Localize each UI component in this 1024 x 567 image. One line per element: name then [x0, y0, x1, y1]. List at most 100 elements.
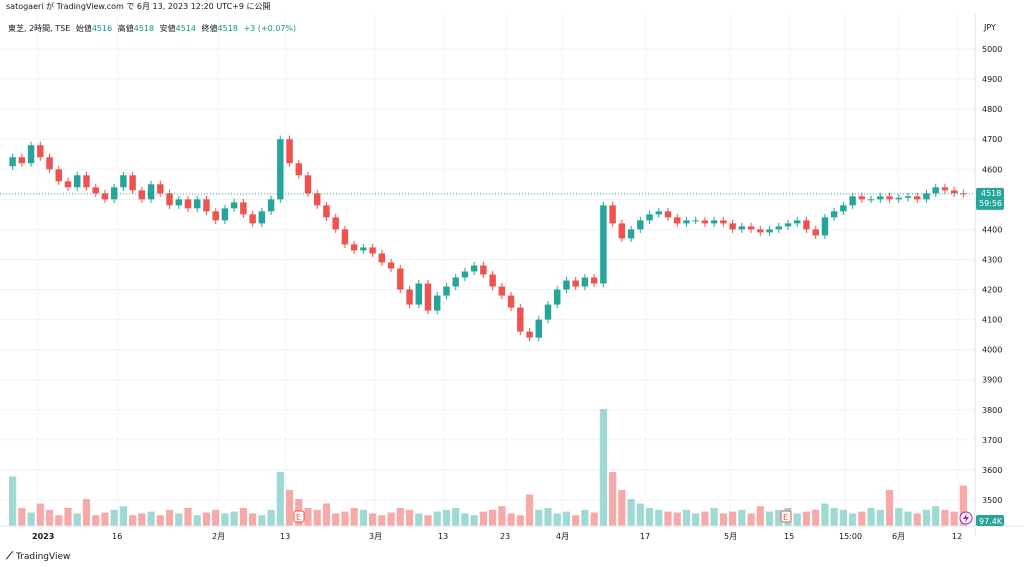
volume-bar [922, 509, 931, 526]
candle-body [83, 175, 90, 188]
volume-bar [193, 515, 201, 526]
candle-body [581, 277, 589, 287]
candle-body [147, 184, 155, 200]
candle-body [729, 223, 736, 230]
lightning-icon[interactable] [959, 511, 973, 525]
candle-body [572, 280, 579, 287]
volume-bar [396, 508, 404, 526]
volume-bar [184, 508, 192, 526]
high-label: 高値 [117, 24, 134, 33]
time-tick-label: 15 [784, 532, 794, 541]
time-tick-label: 17 [640, 532, 650, 541]
candle-body [64, 181, 72, 188]
candle-body [175, 199, 182, 206]
candle-body [544, 304, 552, 320]
time-tick-label: 12 [952, 532, 962, 541]
volume-bar [461, 513, 469, 526]
candle-body [867, 199, 875, 201]
volume-bar [36, 503, 44, 526]
candle-body [92, 187, 99, 194]
price-tick-label: 3800 [982, 406, 1002, 415]
volume-bar [830, 508, 838, 526]
volume-bar [544, 508, 552, 526]
volume-bar [839, 509, 847, 526]
volume-bar [359, 509, 367, 526]
volume-bar [415, 513, 423, 526]
time-tick-label: 5月 [724, 532, 737, 541]
earnings-label: E [296, 513, 301, 522]
volume-bar [627, 499, 635, 526]
volume-bar [701, 511, 709, 526]
change-value: +3 (+0.07%) [243, 24, 297, 33]
volume-bar [101, 512, 109, 526]
volume-bar [147, 511, 155, 526]
candle-body [18, 157, 26, 164]
earnings-marker[interactable]: E [293, 510, 305, 523]
volume-bar [405, 509, 414, 526]
volume-bar [802, 511, 811, 526]
candle-body [387, 262, 395, 269]
candle-body [304, 175, 312, 194]
volume-bar [655, 509, 663, 526]
time-tick-label: 3月 [369, 532, 382, 541]
volume-bar [73, 513, 81, 526]
candle-body [590, 277, 598, 284]
volume-bar [664, 511, 672, 526]
volume-bar [895, 508, 903, 526]
volume-bar [673, 512, 681, 526]
price-tick-label: 4200 [982, 286, 1002, 295]
volume-bar [45, 509, 54, 526]
open-label: 始値 [75, 24, 92, 33]
candle-body [738, 226, 746, 230]
volume-bar [165, 509, 174, 526]
volume-bar [452, 508, 460, 526]
time-axis: 2023 16 2月 13 3月 13 23 4月 17 5月 15 15:00 6月 12 [32, 532, 962, 541]
candle-body [637, 220, 644, 230]
time-tick-label: 2月 [212, 532, 225, 541]
candle-body [221, 208, 229, 221]
candle-body [212, 211, 219, 221]
candle-body [766, 229, 773, 233]
price-tag-countdown: 59:56 [979, 199, 1002, 208]
volume-bar [950, 511, 958, 526]
candle-body [932, 187, 939, 194]
candle-body [46, 157, 53, 170]
candle-body [360, 247, 367, 251]
candle-body [923, 193, 930, 200]
candle-body [295, 163, 302, 176]
grid [0, 14, 975, 526]
price-tick-label: 4400 [982, 225, 1002, 234]
candle-body [157, 184, 164, 194]
chart-pane[interactable] [0, 14, 975, 526]
candle-body [489, 274, 496, 287]
candle-body [674, 217, 681, 224]
volume-bar [55, 515, 63, 526]
candle-body [350, 244, 358, 251]
volume-bar [645, 508, 654, 526]
earnings-marker[interactable]: E [780, 510, 792, 523]
volume-bar [525, 494, 534, 526]
candle-body [646, 214, 653, 221]
candle-body [858, 196, 866, 200]
volume-bar [285, 490, 294, 526]
candle-body [664, 211, 672, 218]
volume-bar [599, 409, 607, 526]
volume-bar [618, 490, 626, 526]
time-tick-label: 13 [438, 532, 448, 541]
volume-bar [756, 506, 764, 526]
volume-bar [442, 509, 451, 526]
candle-body [9, 157, 16, 167]
candle-body [812, 229, 819, 236]
candle-body [74, 175, 81, 188]
candle-body [877, 196, 884, 200]
footer[interactable]: ⟋ TradingView [6, 551, 70, 562]
volume-bar [369, 513, 377, 526]
candle-body [37, 145, 44, 158]
volume-bar [276, 472, 284, 526]
candle-body [397, 268, 404, 290]
candle-body [314, 193, 321, 206]
candle-body [710, 220, 718, 224]
volume-bar [729, 511, 737, 526]
volume-bar [553, 513, 561, 526]
